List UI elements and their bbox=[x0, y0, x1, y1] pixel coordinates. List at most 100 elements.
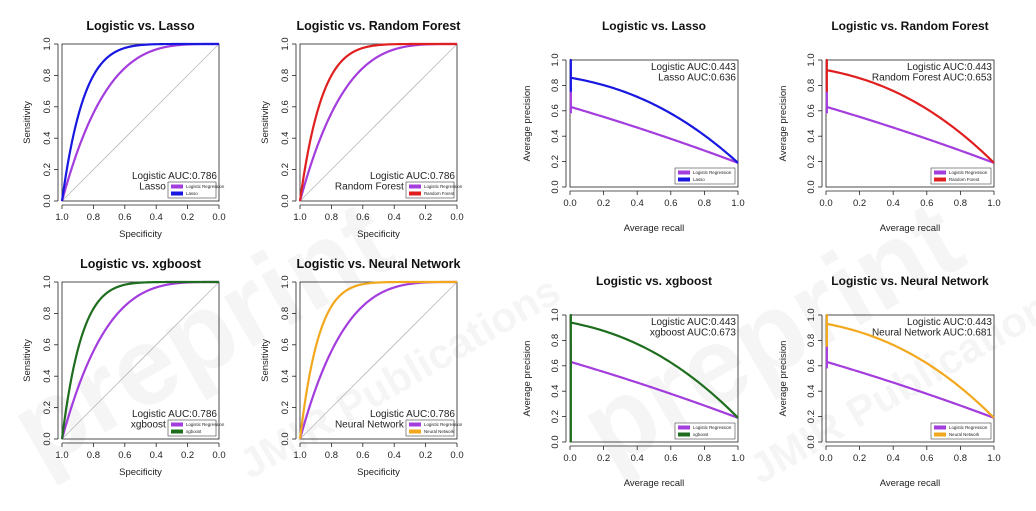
x-tick-label: 1.0 bbox=[987, 198, 1000, 209]
series-line-random-forest bbox=[298, 42, 457, 202]
auc-annotation-label: xgboost AUC: bbox=[131, 420, 192, 431]
y-tick-label: 0.0 bbox=[280, 194, 291, 207]
auc-annotation: Logistic AUC:0.786 bbox=[132, 171, 217, 182]
legend-swatch bbox=[171, 422, 183, 427]
y-tick-label: 0.4 bbox=[280, 370, 291, 383]
y-axis-label: Sensitivity bbox=[260, 339, 271, 382]
legend-entry: Logistic Regression bbox=[949, 425, 988, 430]
y-axis-label: Average precision bbox=[778, 341, 789, 417]
legend-entry: Lasso bbox=[693, 177, 705, 182]
y-tick-label: 0.4 bbox=[806, 385, 817, 398]
x-tick-label: 0.6 bbox=[356, 212, 369, 223]
auc-annotation-label: Random Forest AUC: bbox=[872, 73, 967, 84]
auc-annotation-label: Logistic AUC: bbox=[132, 171, 192, 182]
reference-diagonal bbox=[61, 43, 220, 202]
x-tick-label: 0.6 bbox=[664, 198, 677, 209]
y-tick-label: 0.0 bbox=[550, 180, 561, 193]
y-axis-label: Sensitivity bbox=[22, 101, 33, 144]
reference-diagonal bbox=[299, 281, 458, 440]
legend: Logistic Regression xgboost bbox=[167, 419, 225, 437]
x-tick-label: 0.8 bbox=[87, 450, 100, 461]
legend-swatch bbox=[934, 425, 946, 430]
series-line-logistic bbox=[569, 341, 739, 419]
y-tick-label: 1.0 bbox=[550, 53, 561, 66]
x-tick-label: 1.0 bbox=[987, 453, 1000, 464]
chart-title: Logistic vs. Lasso bbox=[602, 19, 706, 33]
auc-annotation-value: 0.786 bbox=[430, 171, 455, 182]
x-axis-label: Average recall bbox=[624, 478, 685, 489]
y-tick-label: 0.8 bbox=[280, 307, 291, 320]
y-tick-label: 0.2 bbox=[806, 410, 817, 423]
plot-frame bbox=[825, 59, 995, 188]
auc-annotation-value: 0.443 bbox=[967, 62, 992, 73]
auc-annotation-value: 0.673 bbox=[711, 328, 736, 339]
legend: Logistic Regression Random Forest bbox=[405, 181, 463, 199]
y-tick-label: 1.0 bbox=[280, 37, 291, 50]
legend: Logistic Regression Random Forest bbox=[930, 167, 992, 185]
y-tick-label: 0.2 bbox=[550, 155, 561, 168]
y-tick-label: 0.6 bbox=[280, 100, 291, 113]
y-tick-label: 1.0 bbox=[42, 275, 53, 288]
y-tick-label: 1.0 bbox=[550, 308, 561, 321]
auc-annotation-value: 0.786 bbox=[430, 409, 455, 420]
legend: Logistic Regression Lasso bbox=[674, 167, 736, 185]
chart-title: Logistic vs. Neural Network bbox=[297, 257, 461, 271]
reference-diagonal bbox=[61, 281, 220, 440]
auc-annotation-value: 0.443 bbox=[967, 317, 992, 328]
chart-title: Logistic vs. xgboost bbox=[596, 274, 712, 288]
plot-frame bbox=[569, 59, 739, 188]
chart-panel-6: Logistic vs. Random Forest 0.0 0.2 0.4 0.6 0.… bbox=[778, 19, 1001, 234]
series-line-neural-network bbox=[825, 313, 995, 419]
auc-annotation-label: Random Forest AUC: bbox=[335, 182, 430, 193]
legend-entry: xgboost bbox=[693, 432, 709, 437]
y-axis-label: Sensitivity bbox=[260, 101, 271, 144]
chart-panel-1: Logistic vs. Lasso 1.0 0.8 0.6 0.4 0.2 0.0 Spec… bbox=[22, 19, 226, 240]
auc-annotation-value: 0.443 bbox=[711, 62, 736, 73]
x-tick-label: 0.8 bbox=[698, 453, 711, 464]
x-tick-label: 0.0 bbox=[450, 450, 463, 461]
legend-swatch bbox=[678, 177, 690, 182]
legend-swatch bbox=[934, 432, 946, 437]
auc-annotation: Logistic AUC:0.786 bbox=[370, 409, 455, 420]
series-line-neural-network bbox=[298, 280, 457, 440]
x-tick-label: 0.6 bbox=[920, 198, 933, 209]
auc-annotation: Logistic AUC:0.786 bbox=[132, 409, 217, 420]
auc-annotation-label: Logistic AUC: bbox=[370, 409, 430, 420]
auc-annotation-label: Logistic AUC: bbox=[907, 62, 967, 73]
chart-panel-2: Logistic vs. Random Forest 1.0 0.8 0.6 0.4 0.… bbox=[260, 19, 464, 240]
auc-annotation: Logistic AUC:0.443 bbox=[907, 317, 992, 328]
series-line-logistic bbox=[825, 86, 995, 164]
legend-entry: Logistic Regression bbox=[424, 184, 463, 189]
x-tick-label: 0.8 bbox=[87, 212, 100, 223]
reference-diagonal bbox=[299, 43, 458, 202]
auc-annotation: Random Forest AUC:0.653 bbox=[872, 73, 993, 84]
legend-swatch bbox=[934, 177, 946, 182]
y-tick-label: 0.4 bbox=[42, 370, 53, 383]
y-tick-label: 0.6 bbox=[42, 338, 53, 351]
legend-entry: Logistic Regression bbox=[693, 425, 732, 430]
auc-annotation: xgboost AUC:0.673 bbox=[650, 328, 737, 339]
x-tick-label: 0.0 bbox=[563, 198, 576, 209]
y-tick-label: 0.8 bbox=[806, 334, 817, 347]
x-tick-label: 0.4 bbox=[150, 212, 163, 223]
y-tick-label: 0.0 bbox=[550, 435, 561, 448]
legend-swatch bbox=[409, 422, 421, 427]
x-tick-label: 0.8 bbox=[698, 198, 711, 209]
legend-swatch bbox=[171, 191, 183, 196]
series-line-logistic bbox=[569, 86, 739, 164]
auc-annotation: Logistic AUC:0.443 bbox=[907, 62, 992, 73]
chart-title: Logistic vs. Random Forest bbox=[297, 19, 462, 33]
x-tick-label: 0.6 bbox=[356, 450, 369, 461]
y-tick-label: 0.6 bbox=[806, 104, 817, 117]
x-tick-label: 0.0 bbox=[563, 453, 576, 464]
chart-panel-7: Logistic vs. xgboost 0.0 0.2 0.4 0.6 0.8 1.0 Av… bbox=[522, 274, 745, 489]
legend-swatch bbox=[678, 432, 690, 437]
legend-entry: Logistic Regression bbox=[693, 170, 732, 175]
y-tick-label: 0.8 bbox=[550, 334, 561, 347]
x-axis-label: Specificity bbox=[357, 229, 400, 240]
x-tick-label: 0.2 bbox=[181, 212, 194, 223]
x-tick-label: 0.6 bbox=[118, 450, 131, 461]
legend-swatch bbox=[409, 184, 421, 189]
chart-panel-4: Logistic vs. Neural Network 1.0 0.8 0.6 0.4 0… bbox=[260, 257, 464, 478]
auc-annotation-label: Neural Network AUC: bbox=[872, 328, 967, 339]
